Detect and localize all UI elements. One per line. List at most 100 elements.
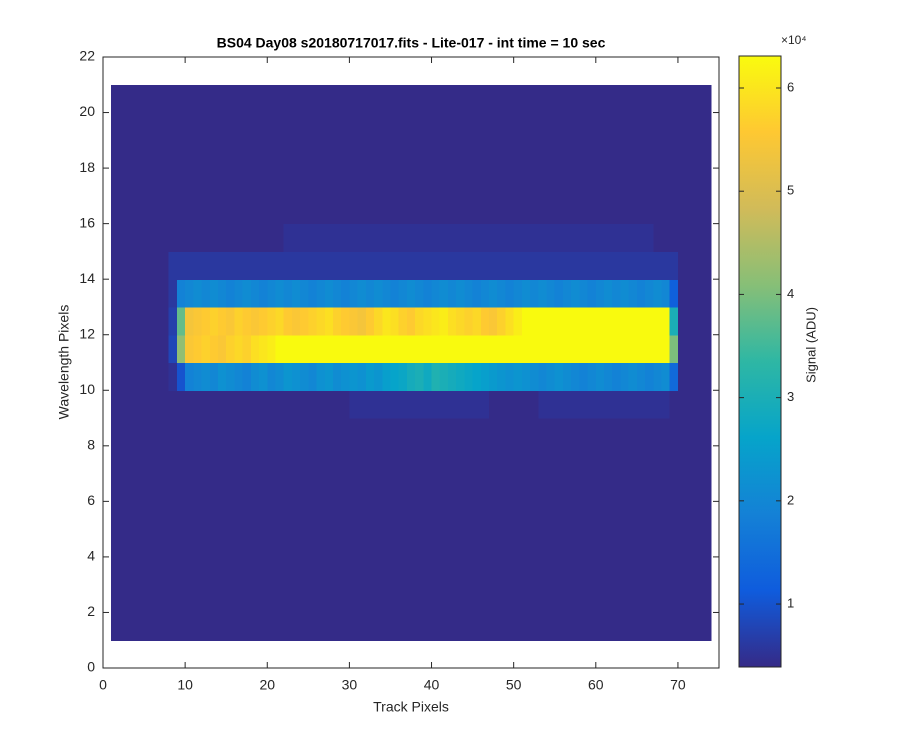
heatmap-cell <box>431 584 441 614</box>
heatmap-cell <box>447 362 457 391</box>
heatmap-cell <box>423 251 433 280</box>
heatmap-cell <box>677 195 687 225</box>
heatmap-cell <box>612 306 622 336</box>
heatmap-cell <box>497 418 507 447</box>
heatmap-cell <box>234 556 244 586</box>
heatmap-cell <box>447 473 457 502</box>
heatmap-cell <box>661 584 671 614</box>
heatmap-cell <box>324 168 334 197</box>
heatmap-cell <box>390 140 400 169</box>
heatmap-cell <box>332 362 342 391</box>
heatmap-cell <box>185 390 194 419</box>
heatmap-cell <box>521 168 531 197</box>
heatmap-cell <box>489 251 498 280</box>
heatmap-cell <box>513 223 523 253</box>
heatmap-cell <box>505 556 515 586</box>
heatmap-cell <box>300 112 309 141</box>
heatmap-cell <box>300 279 309 308</box>
heatmap-cell <box>521 279 531 308</box>
heatmap-cell <box>119 195 129 225</box>
heatmap-cell <box>193 251 203 280</box>
heatmap-cell <box>546 84 556 114</box>
heatmap-cell <box>144 140 153 169</box>
heatmap-cell <box>259 362 268 391</box>
heatmap-cell <box>291 306 301 336</box>
heatmap-cell <box>571 306 580 336</box>
heatmap-cell <box>250 418 260 447</box>
heatmap-cell <box>382 390 392 419</box>
heatmap-cell <box>472 473 482 502</box>
heatmap-cell <box>439 140 449 169</box>
heatmap-cell <box>415 584 424 614</box>
heatmap-cell <box>480 556 490 586</box>
heatmap-cell <box>316 390 326 419</box>
heatmap-cell <box>341 362 350 391</box>
heatmap-cell <box>636 362 646 391</box>
heatmap-cell <box>201 140 211 169</box>
heatmap-cell <box>382 223 392 253</box>
heatmap-cell <box>144 168 153 197</box>
heatmap-cell <box>365 334 375 364</box>
heatmap-cell <box>374 84 383 114</box>
heatmap-cell <box>201 556 211 586</box>
heatmap-cell <box>505 168 515 197</box>
heatmap-cell <box>702 140 712 169</box>
heatmap-cell <box>374 168 383 197</box>
heatmap-cell <box>604 251 613 280</box>
heatmap-cell <box>579 418 589 447</box>
heatmap-cell <box>275 140 285 169</box>
heatmap-cell <box>291 529 301 558</box>
heatmap-cell <box>316 584 326 614</box>
heatmap-cell <box>480 473 490 502</box>
heatmap-cell <box>595 334 605 364</box>
heatmap-cell <box>382 418 392 447</box>
heatmap-cell <box>423 362 433 391</box>
heatmap-cell <box>406 445 416 475</box>
heatmap-cell <box>686 612 695 641</box>
heatmap-cell <box>480 334 490 364</box>
heatmap-cell <box>406 390 416 419</box>
heatmap-cell <box>275 112 285 141</box>
heatmap-cell <box>201 501 211 530</box>
heatmap-cell <box>661 112 671 141</box>
heatmap-cell <box>628 362 638 391</box>
heatmap-cell <box>300 390 309 419</box>
heatmap-cell <box>579 612 589 641</box>
heatmap-cell <box>472 168 482 197</box>
heatmap-cell <box>374 140 383 169</box>
heatmap-cell <box>415 251 424 280</box>
heatmap-cell <box>300 445 309 475</box>
heatmap-cell <box>374 390 383 419</box>
heatmap-cell <box>702 112 712 141</box>
heatmap-cell <box>250 473 260 502</box>
heatmap-cell <box>562 279 572 308</box>
heatmap-cell <box>612 251 622 280</box>
heatmap-cell <box>562 168 572 197</box>
heatmap-cell <box>571 556 580 586</box>
heatmap-cell <box>382 140 392 169</box>
heatmap-cell <box>144 362 153 391</box>
heatmap-cell <box>480 168 490 197</box>
heatmap-cell <box>464 390 474 419</box>
heatmap-cell <box>300 584 309 614</box>
heatmap-cell <box>628 84 638 114</box>
heatmap-cell <box>135 390 145 419</box>
x-tick-label: 50 <box>506 677 522 693</box>
heatmap-cell <box>250 195 260 225</box>
heatmap-cell <box>645 223 654 253</box>
heatmap-cell <box>357 168 367 197</box>
heatmap-cell <box>152 556 162 586</box>
heatmap-cell <box>694 195 704 225</box>
heatmap-cell <box>119 390 129 419</box>
heatmap-cell <box>168 140 178 169</box>
heatmap-cell <box>653 140 663 169</box>
heatmap-cell <box>111 612 121 641</box>
heatmap-cell <box>489 84 498 114</box>
heatmap-cell <box>365 168 375 197</box>
heatmap-cell <box>480 112 490 141</box>
heatmap-cell <box>423 168 433 197</box>
heatmap-cell <box>677 556 687 586</box>
heatmap-cell <box>226 84 236 114</box>
heatmap-cell <box>562 612 572 641</box>
heatmap-cell <box>160 140 170 169</box>
